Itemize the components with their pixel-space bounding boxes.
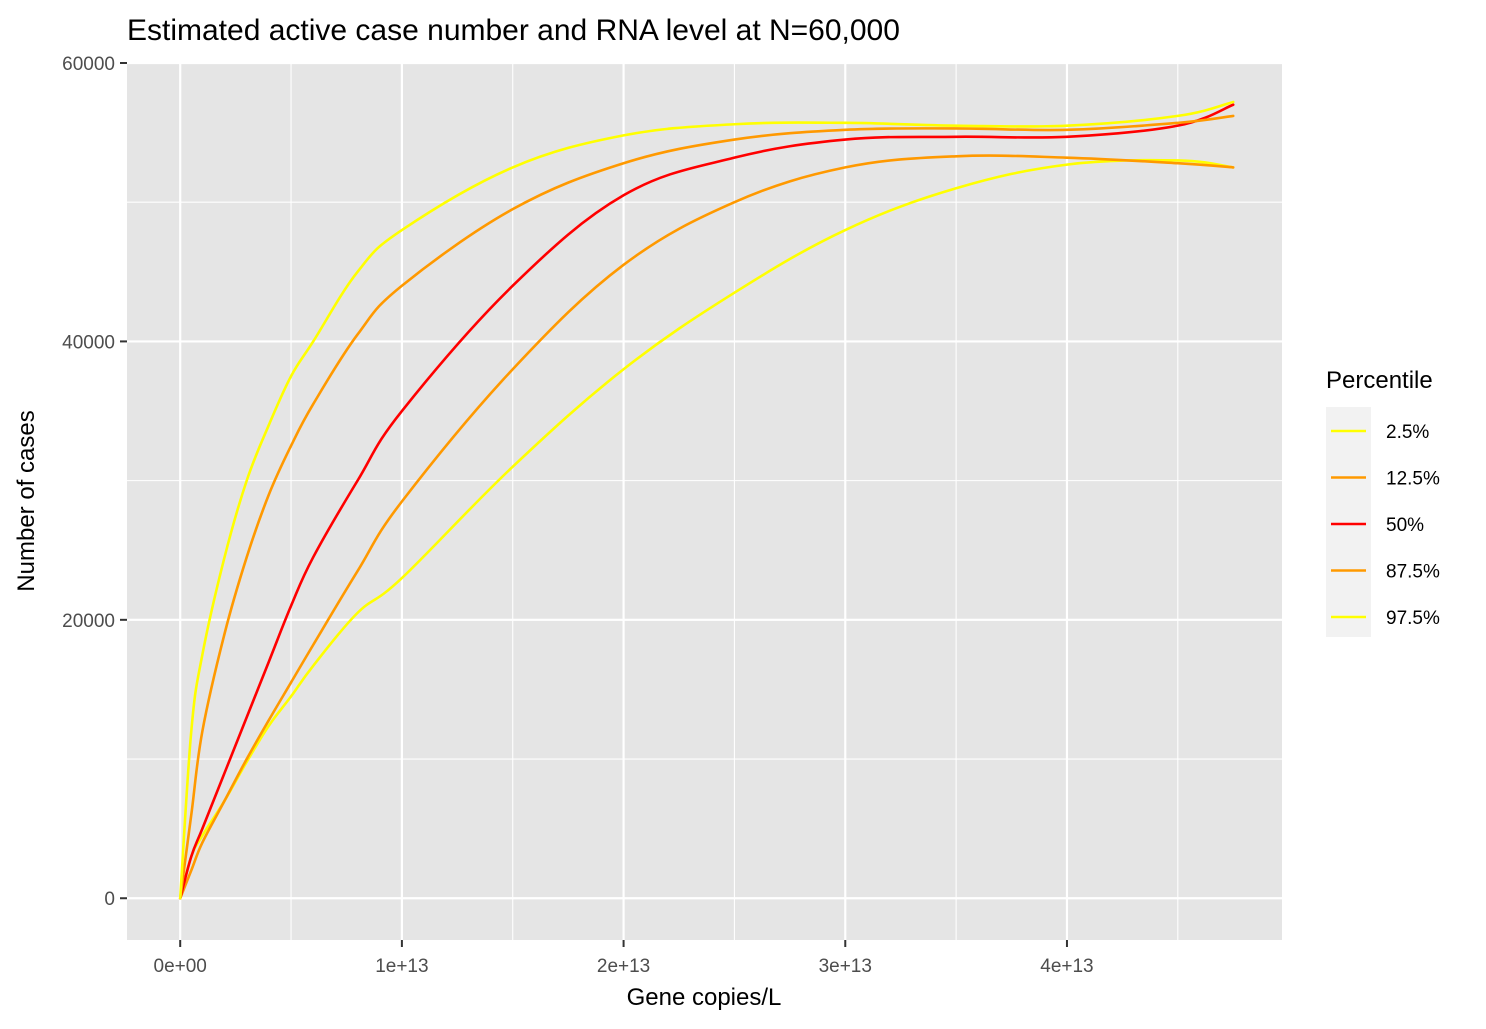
y-tick-label: 0 (104, 889, 115, 910)
x-axis: 0e+00 1e+13 2e+13 3e+13 4e+13 (154, 940, 1094, 977)
series-line-2 (178, 103, 1235, 900)
x-tick-label: 4e+13 (1040, 956, 1093, 977)
y-tick-label: 40000 (62, 332, 115, 353)
legend: Percentile 2.5% 12.5% 50% 87.5% 97.5% (1326, 367, 1440, 637)
series-line-4 (178, 100, 1235, 900)
plot-panel (127, 63, 1282, 940)
x-tick-label: 1e+13 (375, 956, 428, 977)
y-axis-label: Number of cases (13, 410, 40, 591)
legend-label-1: 12.5% (1386, 469, 1440, 490)
legend-label-4: 97.5% (1386, 608, 1440, 629)
legend-title: Percentile (1326, 367, 1433, 394)
series-line-1 (178, 154, 1235, 900)
x-tick-label: 2e+13 (597, 956, 650, 977)
series-line-3 (178, 114, 1235, 900)
x-tick-label: 3e+13 (819, 956, 872, 977)
chart-title: Estimated active case number and RNA lev… (127, 14, 900, 47)
legend-label-0: 2.5% (1386, 422, 1429, 443)
legend-label-3: 87.5% (1386, 562, 1440, 583)
x-axis-label: Gene copies/L (627, 984, 782, 1011)
series-layer (178, 100, 1235, 900)
legend-label-2: 50% (1386, 515, 1424, 536)
y-tick-label: 20000 (62, 611, 115, 632)
legend-items: 2.5% 12.5% 50% 87.5% 97.5% (1331, 422, 1440, 629)
x-tick-label: 0e+00 (154, 956, 207, 977)
legend-key-background (1326, 407, 1371, 637)
grid-major (127, 61, 1282, 940)
y-tick-label: 60000 (62, 54, 115, 75)
y-axis: 0 20000 40000 60000 (62, 54, 127, 910)
